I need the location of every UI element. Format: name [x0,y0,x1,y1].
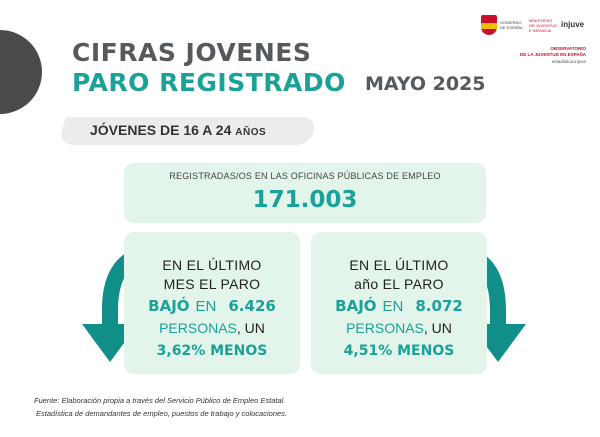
monthly-change-box: EN EL ÚLTIMO MES EL PARO BAJÓ EN 6.426 PER… [124,232,300,374]
monthly-en: EN [195,298,217,315]
source-line1: Fuente: Elaboración propia a través del … [34,396,286,405]
monthly-number: 6.426 [228,297,276,315]
yearly-en: EN [382,298,404,315]
monthly-persons-line: PERSONAS, UN [124,320,300,336]
yearly-persons-tail: , UN [423,320,452,336]
yearly-drop-line: BAJÓ EN 8.072 [311,297,487,315]
yearly-verb: BAJÓ [335,297,377,315]
gov-label: GOBIERNO DE ESPAÑA [500,20,523,30]
registered-label: REGISTRADAS/OS EN LAS OFICINAS PÚBLICAS … [169,171,441,181]
registered-value: 171.003 [252,187,358,213]
stats-site-label: estadistica.injuve [551,59,586,64]
monthly-line1: EN EL ÚLTIMO [162,257,262,273]
yearly-persons: PERSONAS [346,320,424,336]
yearly-line1: EN EL ÚLTIMO [349,257,449,273]
observatorio-line2: DE LA JUVENTUD EN ESPAÑA [519,52,586,57]
report-date: MAYO 2025 [365,73,486,95]
injuve-logo: injuve [561,20,585,29]
source-note: Fuente: Elaboración propia a través del … [34,394,287,420]
age-subtitle-years: AÑOS [235,127,267,138]
corner-decoration [0,30,42,114]
yearly-number: 8.072 [415,297,463,315]
monthly-persons: PERSONAS [159,320,237,336]
yearly-change-box: EN EL ÚLTIMO año EL PARO BAJÓ EN 8.072 PER… [311,232,487,374]
yearly-percent: 4,51% MENOS [343,343,455,359]
yearly-persons-line: PERSONAS, UN [311,320,487,336]
down-arrow-right-icon [444,242,526,362]
monthly-persons-tail: , UN [236,320,265,336]
down-arrow-left-icon [82,242,164,362]
ministry-label: MINISTERIO DE JUVENTUD E INFANCIA [529,17,558,33]
age-subtitle: JÓVENES DE 16 A 24 AÑOS [90,122,266,138]
observatorio-line1: OBSERVATORIO [550,46,586,51]
government-logo: GOBIERNO DE ESPAÑA MINISTERIO DE JUVENTU… [481,12,557,38]
age-subtitle-main: JÓVENES DE 16 A 24 [90,122,236,138]
monthly-drop-line: BAJÓ EN 6.426 [124,297,300,315]
monthly-percent: 3,62% MENOS [156,343,268,359]
spain-shield-icon [481,15,497,35]
monthly-verb: BAJÓ [148,297,190,315]
title-cifras-jovenes: CIFRAS JOVENES [72,38,312,67]
yearly-line2: año EL PARO [354,276,444,292]
monthly-line2: MES EL PARO [163,276,261,292]
title-paro-registrado: PARO REGISTRADO [72,68,346,97]
registered-total-box: REGISTRADAS/OS EN LAS OFICINAS PÚBLICAS … [124,163,486,223]
source-line2: Estadística de demandantes de empleo, pu… [36,409,287,418]
observatorio-label: OBSERVATORIO DE LA JUVENTUD EN ESPAÑA [466,46,586,58]
